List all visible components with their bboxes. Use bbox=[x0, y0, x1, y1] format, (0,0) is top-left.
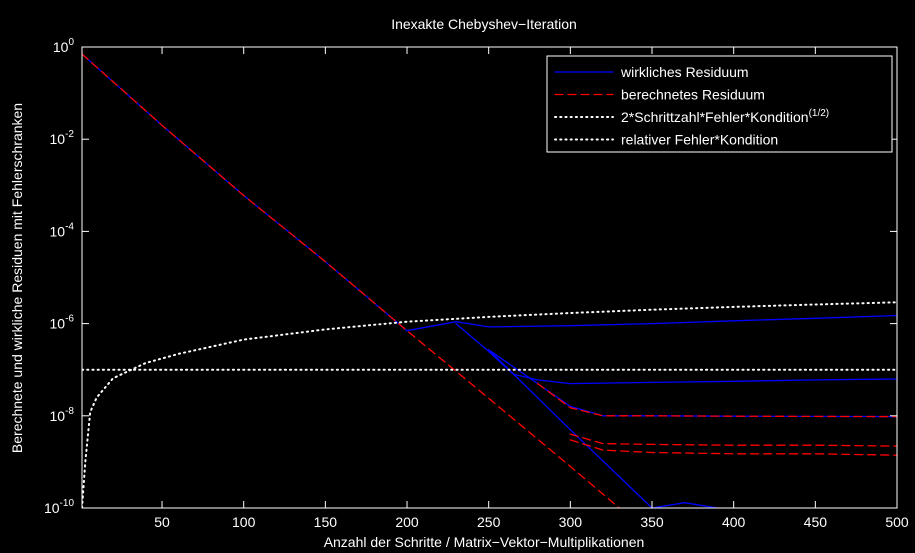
series-line-6 bbox=[537, 382, 897, 418]
x-axis-label: Anzahl der Schritte / Matrix−Vektor−Mult… bbox=[324, 534, 645, 550]
x-tick-label: 500 bbox=[885, 514, 909, 530]
x-tick-label: 300 bbox=[559, 514, 583, 530]
series-line-4 bbox=[488, 349, 733, 508]
x-tick-label: 100 bbox=[232, 514, 256, 530]
legend-label: wirkliches Residuum bbox=[620, 64, 749, 80]
x-tick-label: 250 bbox=[477, 514, 501, 530]
x-tick-label: 350 bbox=[640, 514, 664, 530]
x-tick-label: 400 bbox=[722, 514, 746, 530]
series-line-2 bbox=[455, 322, 897, 385]
y-tick-label: 10-2 bbox=[50, 129, 75, 147]
plot-frame bbox=[81, 46, 898, 509]
legend-label: berechnetes Residuum bbox=[621, 87, 765, 103]
y-axis-label: Berechnete und wirkliche Residuen mit Fe… bbox=[9, 103, 25, 453]
y-tick-label: 100 bbox=[53, 37, 75, 55]
y-tick-label: 10-8 bbox=[50, 406, 75, 424]
x-tick-label: 150 bbox=[314, 514, 338, 530]
x-tick-label: 50 bbox=[154, 514, 170, 530]
y-tick-label: 10-6 bbox=[50, 314, 75, 332]
series-group bbox=[82, 53, 897, 508]
legend-label: 2*Schrittzahl*Fehler*Kondition(1/2) bbox=[621, 108, 829, 125]
series-line-9 bbox=[82, 301, 897, 508]
ticks-group: 50 100 150 200 250 300 350 400 450 500 100 10-2 10-4… bbox=[44, 37, 909, 530]
y-tick-label: 10-4 bbox=[50, 221, 75, 239]
legend: wirkliches Residuum berechnetes Residuum 2… bbox=[546, 55, 893, 153]
series-line-5 bbox=[82, 53, 733, 508]
x-tick-label: 200 bbox=[395, 514, 419, 530]
series-line-8 bbox=[569, 439, 897, 456]
y-tick-label: 10-10 bbox=[44, 498, 74, 516]
x-tick-label: 450 bbox=[804, 514, 828, 530]
chart-title: Inexakte Chebyshev−Iteration bbox=[391, 16, 577, 32]
series-line-7 bbox=[569, 433, 897, 447]
legend-label: relativer Fehler*Kondition bbox=[621, 132, 778, 148]
